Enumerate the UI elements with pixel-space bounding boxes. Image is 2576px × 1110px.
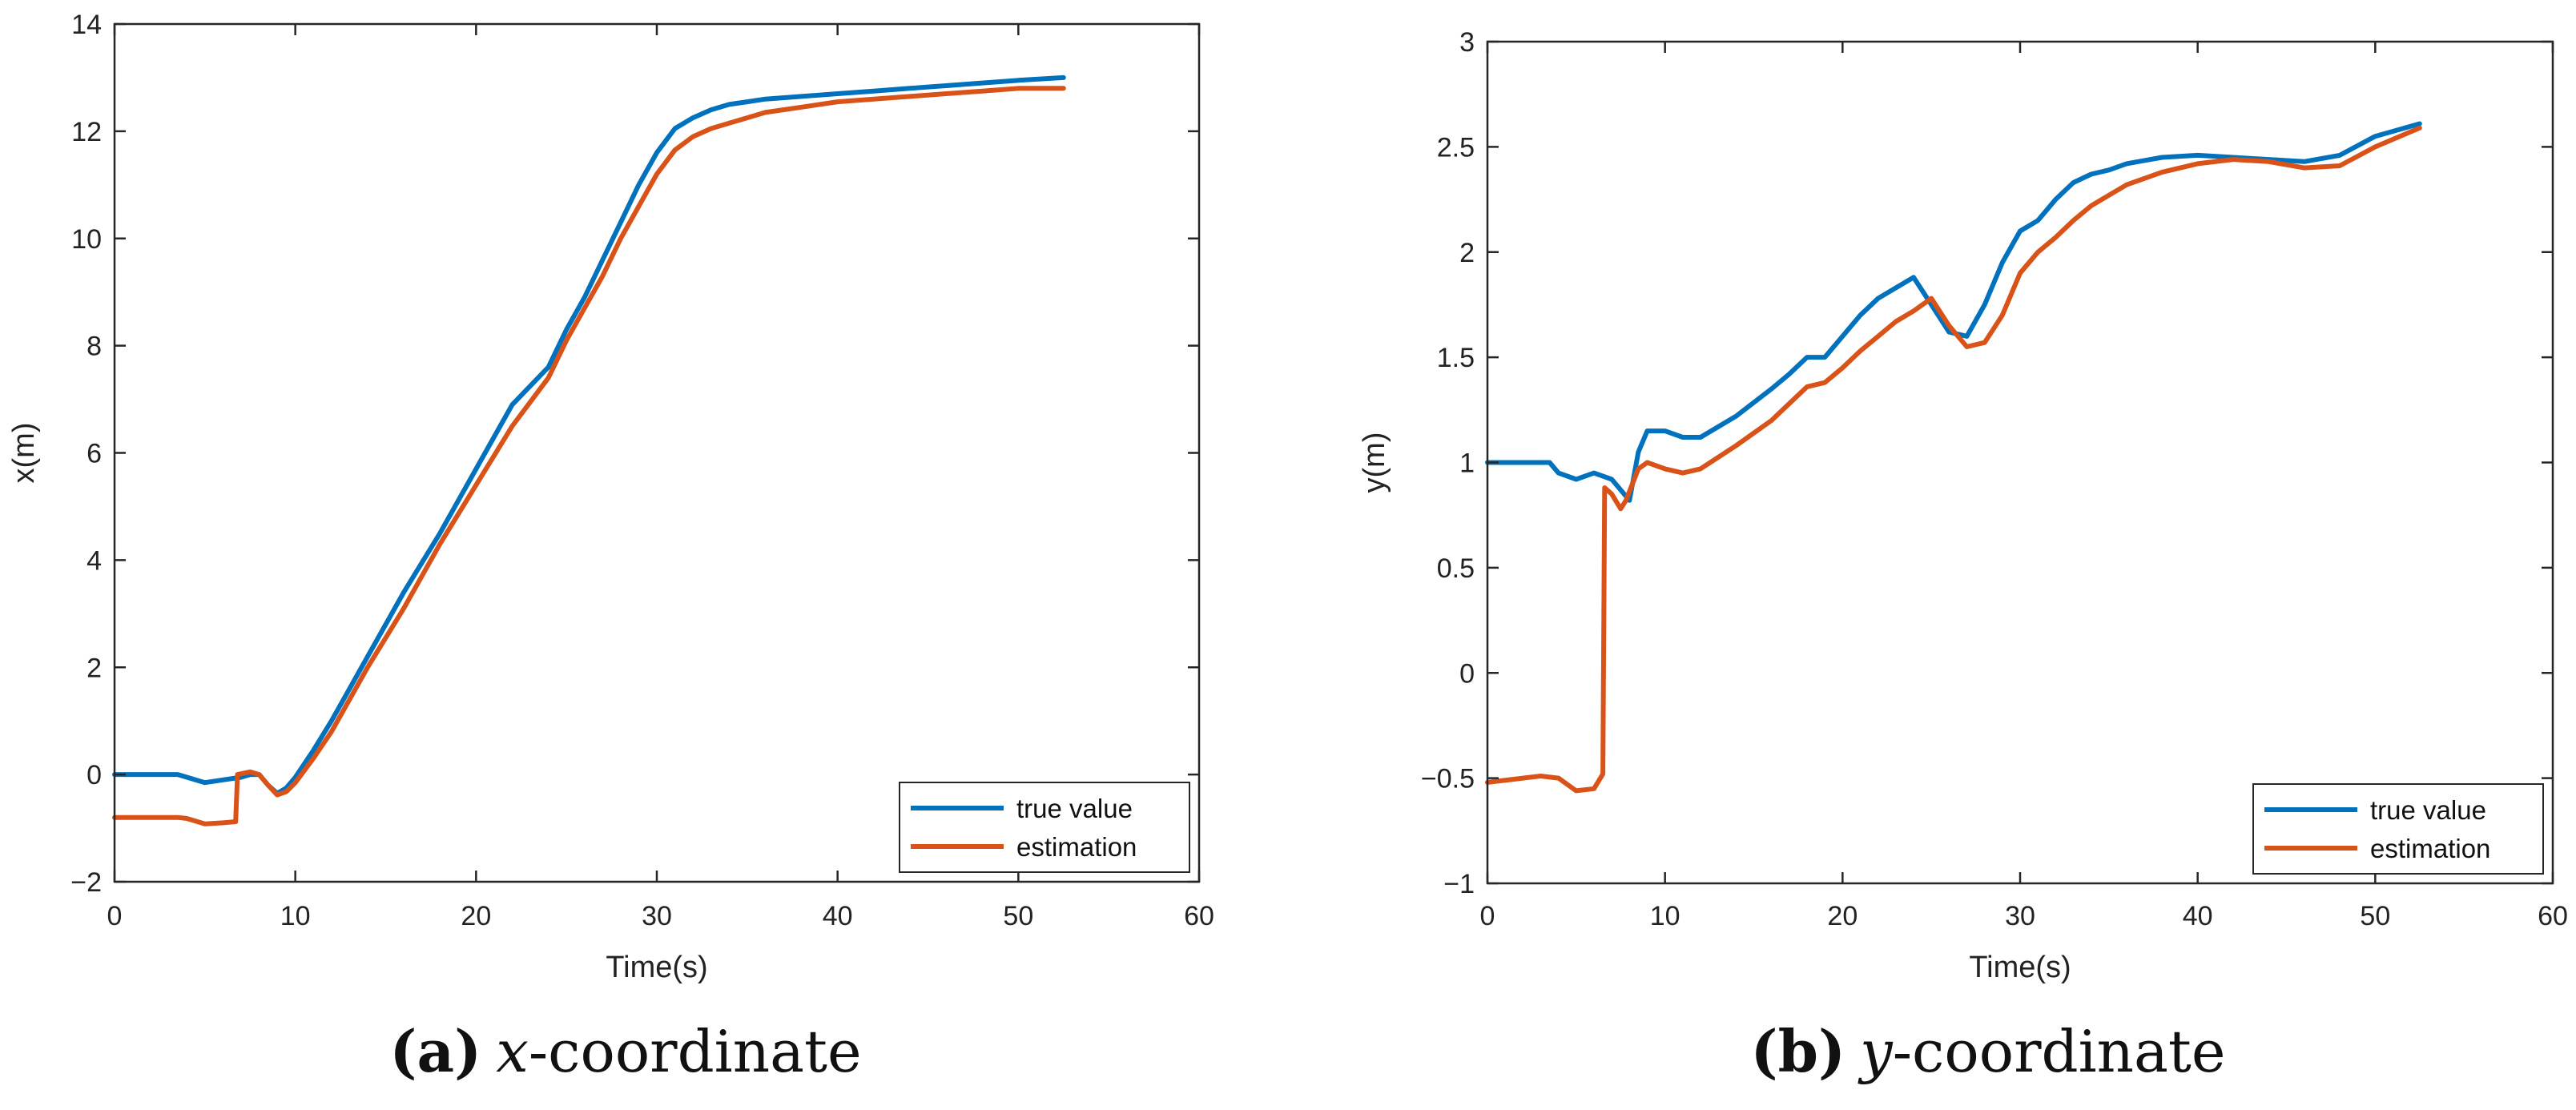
y-axis-label: y(m) — [1358, 432, 1391, 493]
y-tick-label: 1.5 — [1437, 343, 1475, 373]
y-axis-label: x(m) — [7, 423, 41, 484]
x-tick-label: 0 — [107, 901, 123, 931]
y-tick-label: −0.5 — [1421, 764, 1475, 794]
series-line-estimation — [1485, 125, 2422, 794]
y-tick-label: 2 — [1459, 238, 1475, 268]
legend-label-true-value: true value — [1016, 794, 1133, 823]
y-tick-label: 2 — [87, 653, 102, 683]
panel-caption: (a) x-coordinate — [389, 1017, 861, 1085]
x-tick-label: 60 — [1184, 901, 1214, 931]
x-tick-label: 50 — [1003, 901, 1033, 931]
caption-variable: x — [496, 1018, 529, 1085]
legend-label-estimation: estimation — [2370, 834, 2490, 863]
legend: true value estimation — [2252, 783, 2544, 875]
x-tick-label: 20 — [1827, 901, 1858, 931]
y-tick-label: −2 — [70, 867, 102, 898]
y-tick-label: 8 — [87, 332, 102, 362]
x-tick-label: 20 — [461, 901, 491, 931]
series-line-true-value — [1485, 121, 2422, 503]
y-tick-label: 3 — [1459, 27, 1475, 58]
legend: true value estimation — [899, 782, 1190, 873]
caption-tag: (a) — [389, 1017, 481, 1085]
x-tick-label: 50 — [2360, 901, 2390, 931]
y-tick-label: 10 — [71, 224, 102, 255]
x-axis-label: Time(s) — [1969, 951, 2071, 984]
legend-label-true-value: true value — [2370, 795, 2486, 825]
x-axis-label: Time(s) — [606, 951, 707, 984]
series-line-estimation — [112, 86, 1066, 826]
x-tick-label: 10 — [1650, 901, 1680, 931]
caption-tag: (b) — [1751, 1017, 1845, 1085]
y-tick-label: 0 — [1459, 658, 1475, 689]
y-tick-label: 2.5 — [1437, 132, 1475, 163]
caption-text: -coordinate — [529, 1018, 862, 1085]
panel-a: 0 10 20 30 40 50 60−202468101214Time(s)x(m)tru… — [7, 10, 1214, 1085]
caption-text: -coordinate — [1893, 1018, 2226, 1085]
y-tick-label: 0 — [87, 760, 102, 790]
panel-b: 0 10 20 30 40 50 60 −1 −0.5 0 0.5 1 1.5 2 2.5 3 Time(s) y… — [1358, 27, 2568, 1085]
x-tick-label: 60 — [2538, 901, 2568, 931]
y-tick-label: 0.5 — [1437, 553, 1475, 584]
panel-caption: (b) y-coordinate — [1751, 1017, 2226, 1085]
x-tick-label: 30 — [2005, 901, 2035, 931]
legend-box — [2252, 783, 2544, 875]
legend-label-estimation: estimation — [1016, 832, 1137, 862]
y-tick-label: 1 — [1459, 448, 1475, 479]
y-tick-label: 6 — [87, 439, 102, 469]
y-tick-label: −1 — [1443, 869, 1475, 899]
x-tick-label: 10 — [280, 901, 311, 931]
y-tick-label: 14 — [71, 10, 102, 40]
x-tick-label: 0 — [1480, 901, 1495, 931]
caption-variable: y — [1858, 1018, 1894, 1085]
x-tick-label: 40 — [2183, 901, 2213, 931]
y-tick-label: 4 — [87, 545, 102, 576]
y-tick-label: 12 — [71, 117, 102, 147]
x-tick-label: 40 — [823, 901, 853, 931]
legend-box — [899, 782, 1190, 873]
series-line-true-value — [112, 74, 1066, 796]
x-tick-label: 30 — [642, 901, 672, 931]
